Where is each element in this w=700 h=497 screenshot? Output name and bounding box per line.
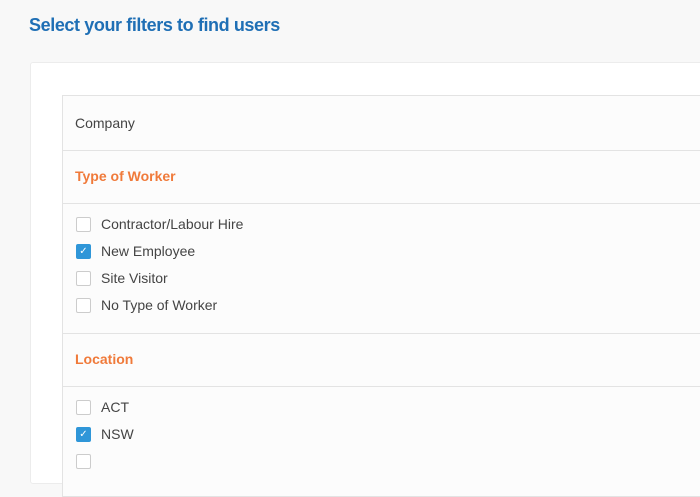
checkbox-partial[interactable]	[76, 451, 101, 471]
checkbox-icon[interactable]	[76, 270, 91, 286]
checkbox-icon[interactable]: ✓	[76, 426, 91, 442]
checkbox-act[interactable]: ACT	[76, 397, 129, 417]
type-of-worker-header[interactable]: Type of Worker	[63, 150, 700, 204]
checkbox-no-type[interactable]: No Type of Worker	[76, 295, 217, 315]
checkbox-label: Site Visitor	[101, 270, 168, 286]
location-label: Location	[75, 351, 134, 367]
checkmark-icon: ✓	[79, 245, 88, 257]
checkmark-icon: ✓	[79, 428, 88, 440]
checkbox-label: NSW	[101, 426, 134, 442]
type-of-worker-list: Contractor/Labour Hire ✓ New Employee Sit…	[63, 203, 700, 334]
checkbox-label: No Type of Worker	[101, 297, 218, 313]
checkbox-icon[interactable]	[76, 297, 91, 313]
checkbox-new-employee[interactable]: ✓ New Employee	[76, 241, 195, 261]
checkbox-contractor[interactable]: Contractor/Labour Hire	[76, 214, 243, 234]
checkbox-label: New Employee	[101, 243, 196, 259]
company-label: Company	[75, 115, 135, 131]
checkbox-icon[interactable]	[76, 216, 91, 232]
company-filter-header[interactable]: Company	[63, 96, 700, 151]
checkbox-label: ACT	[101, 399, 129, 415]
checkbox-label: Contractor/Labour Hire	[101, 216, 244, 232]
checkbox-icon[interactable]	[76, 399, 91, 415]
type-of-worker-label: Type of Worker	[75, 168, 176, 184]
checkbox-nsw[interactable]: ✓ NSW	[76, 424, 134, 444]
filters-panel: Company Type of Worker Contractor/Labour…	[62, 95, 700, 497]
checkbox-icon[interactable]	[76, 453, 91, 469]
page-title: Select your filters to find users	[29, 15, 280, 35]
checkbox-icon[interactable]: ✓	[76, 243, 91, 259]
location-header[interactable]: Location	[63, 333, 700, 387]
checkbox-site-visitor[interactable]: Site Visitor	[76, 268, 168, 288]
